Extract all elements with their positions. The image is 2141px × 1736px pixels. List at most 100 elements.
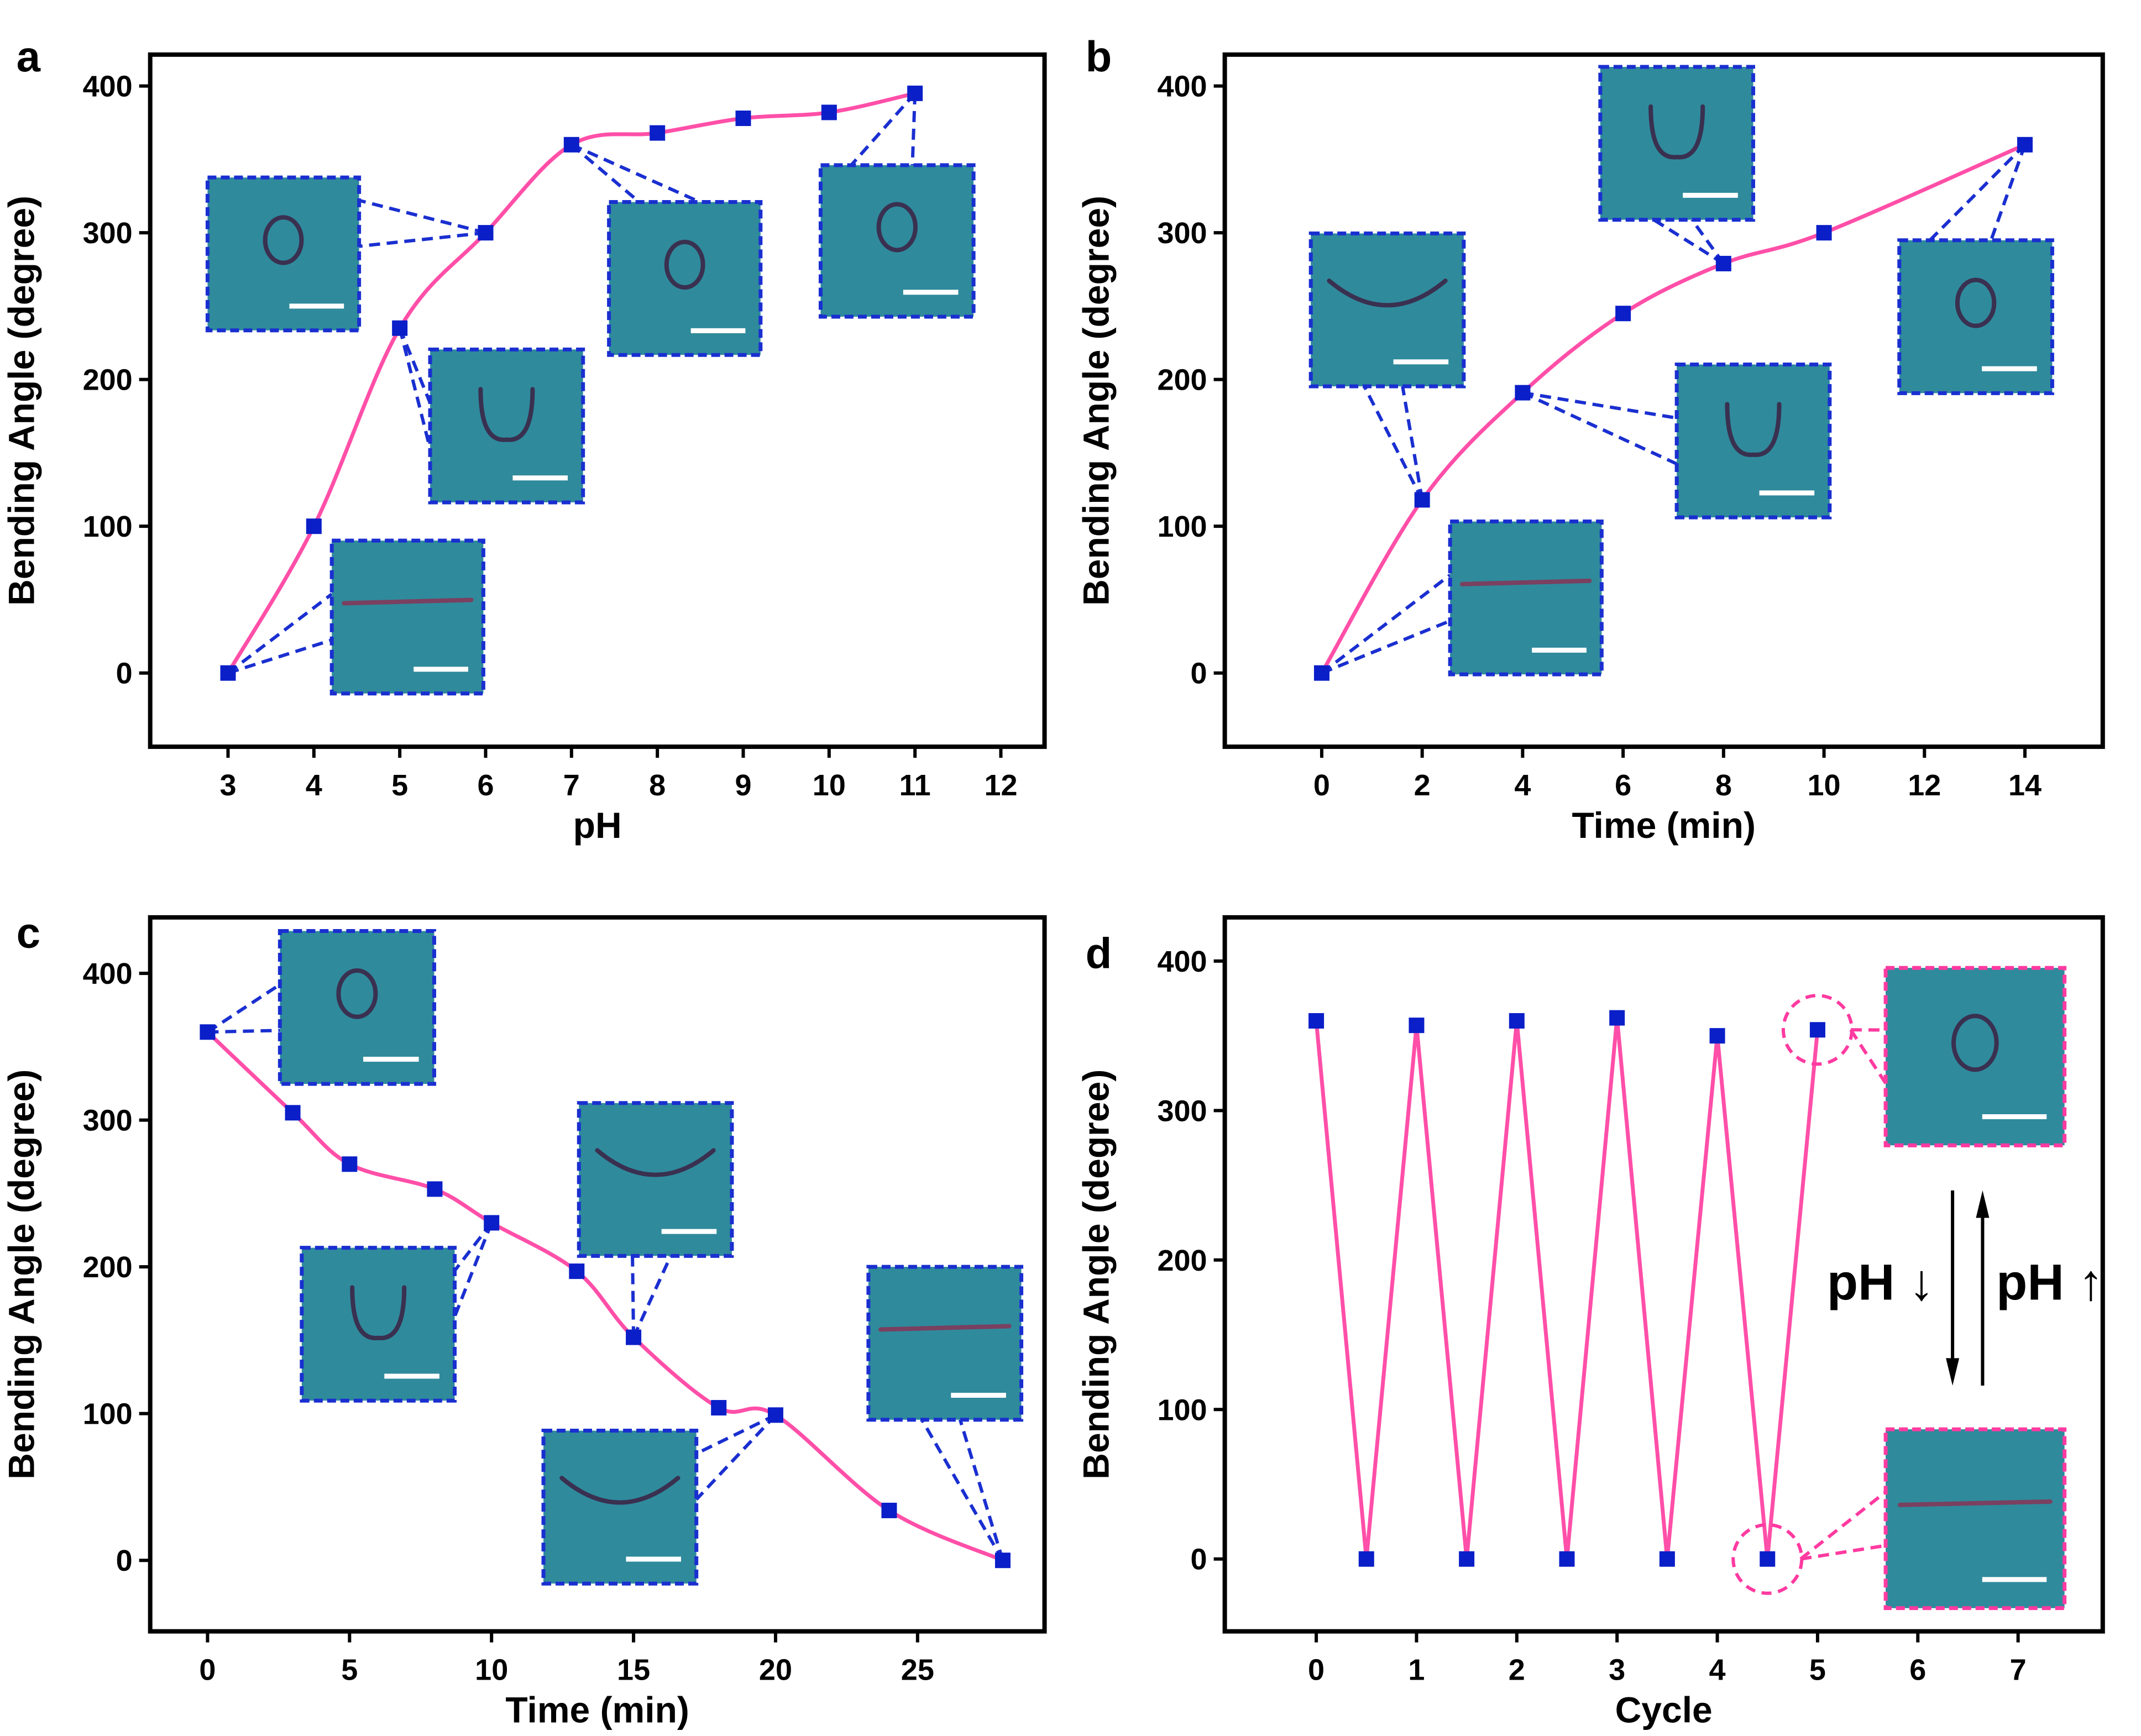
x-tick-label: 7: [563, 769, 580, 802]
data-point: [1709, 1028, 1725, 1044]
data-point: [1559, 1551, 1575, 1567]
inset-photo: [1883, 1427, 2067, 1611]
x-tick-label: 14: [2008, 769, 2041, 802]
sample-arc: [1327, 279, 1448, 308]
leader-line: [1800, 1544, 1886, 1561]
x-tick-label: 12: [984, 769, 1017, 802]
leader-line: [1401, 386, 1424, 500]
x-tick-label: 6: [477, 769, 494, 802]
inset-frame: [1883, 1427, 2067, 1611]
x-axis-label: Cycle: [1615, 1690, 1713, 1730]
leader-line: [920, 1419, 1004, 1561]
sample-arc: [595, 1148, 716, 1177]
sample-strip: [342, 597, 474, 606]
data-point: [306, 518, 322, 534]
inset-photo: [541, 1429, 699, 1586]
inset-photo: [1448, 520, 1604, 676]
up-arrow-head: [1976, 1190, 1990, 1218]
plot-frame: [148, 52, 1047, 749]
leader-line: [227, 592, 333, 675]
y-tick-label: 100: [1157, 510, 1207, 543]
x-tick-label: 12: [1908, 769, 1941, 802]
inset-photo: [866, 1265, 1024, 1422]
plot-frame: [1222, 52, 2105, 749]
leader-line: [453, 1222, 493, 1318]
sample-ring: [876, 202, 918, 253]
inset-photo: [1308, 231, 1466, 389]
data-point: [1615, 306, 1631, 322]
leader-line: [1522, 391, 1678, 466]
data-point: [1358, 1551, 1374, 1567]
y-tick-label: 300: [1157, 1094, 1207, 1127]
leader-line: [1928, 143, 2027, 242]
leader-line: [359, 231, 486, 248]
inset-photo: [1897, 238, 2054, 395]
x-tick-label: 10: [475, 1654, 508, 1687]
sample-ring: [336, 968, 378, 1019]
leader-line: [1849, 1029, 1887, 1084]
leader-line: [959, 1419, 1004, 1561]
x-tick-label: 0: [1313, 769, 1330, 802]
panel-c: c 0 5 10 15 20 25 0 100 200 300 400 Time (min) Bendin…: [1, 909, 1047, 1730]
inset-frame: [1598, 65, 1755, 222]
inset-photo: [577, 1101, 734, 1258]
y-tick-label: 200: [83, 1251, 133, 1284]
series-line: [1314, 1018, 1820, 1560]
x-tick-label: 5: [391, 769, 408, 802]
down-arrow-head: [1946, 1358, 1960, 1386]
x-tick-label: 3: [1609, 1654, 1625, 1687]
data-point: [881, 1502, 897, 1518]
y-tick-label: 100: [83, 510, 133, 543]
data-point: [1715, 255, 1731, 271]
x-axis-label: Time (min): [505, 1690, 689, 1730]
data-point: [2017, 137, 2033, 153]
data-point: [1609, 1010, 1625, 1026]
data-point: [1809, 1022, 1825, 1038]
inset-photo: [278, 929, 436, 1086]
y-tick-label: 300: [1157, 217, 1207, 250]
y-tick-label: 0: [116, 657, 133, 690]
leader-line: [1321, 619, 1451, 675]
x-tick-label: 15: [617, 1654, 650, 1687]
y-tick-label: 100: [83, 1398, 133, 1431]
sample-u-shape: [1648, 104, 1705, 160]
y-tick-label: 300: [83, 1104, 133, 1137]
sample-strip: [878, 1324, 1012, 1332]
inset-photo: [329, 538, 485, 696]
leader-line: [358, 198, 486, 235]
x-axis-label: pH: [573, 805, 622, 846]
panel-letter: a: [17, 32, 41, 81]
leader-line: [1522, 391, 1677, 420]
x-tick-label: 10: [1808, 769, 1841, 802]
leader-line: [453, 1221, 493, 1272]
x-tick-label: 9: [735, 769, 751, 802]
panel-d: d 0 1 2 3 4 5 6 7 0 100 200 300 400 Cycle Bending Angle…: [1076, 915, 2105, 1730]
leader-line: [206, 983, 281, 1034]
data-point: [767, 1407, 783, 1423]
x-tick-label: 0: [199, 1654, 216, 1687]
x-tick-label: 4: [306, 769, 322, 802]
leader-line: [570, 143, 701, 204]
data-point: [1409, 1018, 1425, 1034]
x-tick-label: 6: [1909, 1654, 1926, 1687]
inset-frame: [1308, 231, 1466, 389]
y-tick-label: 400: [1157, 70, 1207, 103]
data-point: [427, 1181, 443, 1197]
data-point: [1459, 1551, 1475, 1567]
x-tick-label: 6: [1615, 769, 1631, 802]
x-tick-label: 2: [1414, 769, 1431, 802]
sample-arc: [559, 1476, 680, 1505]
leader-line: [1363, 385, 1424, 501]
y-tick-label: 200: [1157, 364, 1207, 397]
data-point: [711, 1400, 727, 1416]
x-tick-label: 5: [341, 1654, 358, 1687]
y-axis-label: Bending Angle (degree): [1, 196, 42, 606]
data-point: [1659, 1551, 1675, 1567]
data-point: [200, 1024, 216, 1040]
data-point: [392, 320, 408, 336]
inset-photo: [428, 347, 585, 505]
data-point: [478, 225, 494, 241]
y-tick-label: 400: [83, 70, 133, 103]
data-point: [1414, 492, 1430, 508]
y-tick-label: 0: [1191, 657, 1207, 690]
